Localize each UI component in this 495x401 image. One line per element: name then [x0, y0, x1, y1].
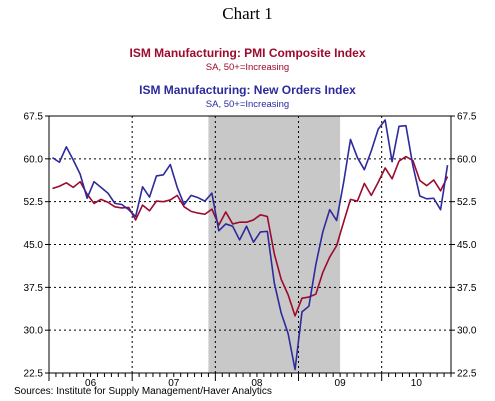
y-tick-label-right: 52.5 [457, 197, 477, 208]
x-tick-label: 07 [168, 378, 180, 389]
series-line-1 [52, 155, 449, 317]
source-note: Sources: Institute for Supply Management… [14, 386, 272, 397]
y-tick-label-right: 37.5 [457, 283, 477, 294]
chart-title: Chart 1 [222, 4, 273, 23]
y-tick-label-left: 22.5 [24, 369, 44, 380]
series-2-name: ISM Manufacturing: New Orders Index [139, 83, 356, 97]
y-tick-label-left: 60.0 [24, 154, 44, 165]
y-tick-label-left: 67.5 [24, 112, 44, 123]
y-tick-label-left: 45.0 [24, 240, 44, 251]
x-tick-label: 10 [411, 378, 423, 389]
y-tick-label-right: 60.0 [457, 154, 477, 165]
x-tick-label: 08 [251, 378, 263, 389]
series-1-name: ISM Manufacturing: PMI Composite Index [129, 46, 366, 60]
y-tick-label-left: 30.0 [24, 326, 44, 337]
y-tick-label-right: 45.0 [457, 240, 477, 251]
y-tick-label-left: 52.5 [24, 197, 44, 208]
series-2-subtitle: SA, 50+=Increasing [205, 99, 290, 110]
y-tick-label-right: 30.0 [457, 326, 477, 337]
x-tick-label: 06 [85, 378, 97, 389]
series-line-2 [52, 119, 449, 371]
y-tick-label-left: 37.5 [24, 283, 44, 294]
y-tick-label-right: 67.5 [457, 112, 477, 123]
y-tick-label-right: 22.5 [457, 369, 477, 380]
series-1-subtitle: SA, 50+=Increasing [205, 62, 290, 73]
x-tick-label: 09 [335, 378, 347, 389]
